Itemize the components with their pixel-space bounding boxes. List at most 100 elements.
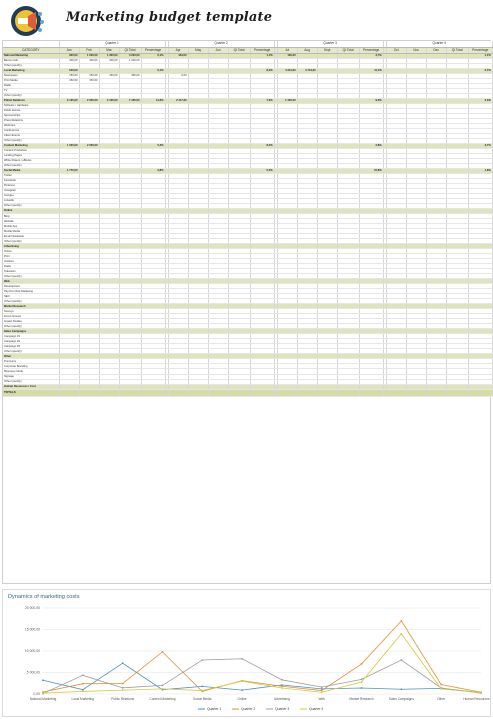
value-cell xyxy=(386,263,407,270)
value-cell xyxy=(406,223,427,230)
value-cell xyxy=(446,293,469,300)
column-spacer xyxy=(274,41,278,48)
value-cell xyxy=(141,313,166,320)
table-row: Other (specify) xyxy=(3,379,493,385)
value-cell: 4 744,00 xyxy=(297,68,318,74)
value-cell xyxy=(426,363,447,370)
value-cell xyxy=(119,188,142,194)
data-point xyxy=(42,692,44,695)
value-cell xyxy=(99,103,120,109)
value-cell xyxy=(468,103,493,109)
value-cell xyxy=(79,238,100,245)
column-spacer xyxy=(165,203,169,209)
column-spacer xyxy=(165,193,169,199)
value-cell xyxy=(468,273,493,280)
value-cell xyxy=(59,238,80,245)
value-cell xyxy=(119,118,142,124)
value-cell xyxy=(446,58,469,64)
value-cell xyxy=(406,283,427,290)
value-cell xyxy=(228,323,251,330)
value-cell xyxy=(426,283,447,290)
value-cell xyxy=(468,88,493,94)
value-cell xyxy=(99,163,120,169)
value-cell xyxy=(337,343,360,350)
value-cell: 2 105,00 xyxy=(99,98,120,104)
value-cell xyxy=(406,203,427,209)
value-cell xyxy=(446,133,469,139)
value-cell xyxy=(297,318,318,325)
value-cell xyxy=(228,123,251,129)
value-cell xyxy=(317,63,338,69)
value-cell xyxy=(406,293,427,300)
value-cell xyxy=(297,88,318,94)
value-cell xyxy=(277,263,298,270)
value-cell xyxy=(228,313,251,320)
value-cell xyxy=(208,158,229,164)
value-cell xyxy=(297,78,318,84)
month-header-row: CATEGORY Jan Feb Mar Qt Total Percentage Apr Ma… xyxy=(3,47,493,54)
value-cell xyxy=(208,333,229,340)
column-spacer xyxy=(383,163,387,169)
value-cell xyxy=(406,133,427,139)
x-tick-label: Public Relations xyxy=(111,697,134,701)
value-cell xyxy=(468,278,493,285)
column-spacer xyxy=(383,138,387,144)
column-spacer xyxy=(274,308,278,315)
value-cell xyxy=(99,178,120,184)
data-point xyxy=(81,690,84,693)
value-cell xyxy=(277,293,298,300)
table-row: Other (specify) xyxy=(3,203,493,209)
value-cell xyxy=(317,113,338,119)
category-cell: Online xyxy=(3,208,60,215)
value-cell xyxy=(406,248,427,255)
value-cell xyxy=(168,258,189,265)
table-row: Public Events xyxy=(3,108,493,114)
value-cell xyxy=(188,273,209,280)
value-cell xyxy=(406,233,427,240)
value-cell xyxy=(141,58,166,64)
value-cell xyxy=(99,123,120,129)
value-cell: 2,8% xyxy=(359,143,384,149)
value-cell xyxy=(386,143,407,149)
value-cell xyxy=(359,113,384,119)
value-cell xyxy=(59,263,80,270)
data-point xyxy=(121,662,124,665)
value-cell xyxy=(386,223,407,230)
value-cell xyxy=(386,108,407,114)
value-cell xyxy=(141,188,166,194)
value-cell xyxy=(141,258,166,265)
value-cell xyxy=(119,208,142,215)
percentage-header: Percentage xyxy=(141,47,166,54)
value-cell xyxy=(168,348,189,355)
data-point xyxy=(281,678,283,681)
value-cell: 400,00 xyxy=(59,58,80,64)
value-cell xyxy=(406,263,427,270)
data-point xyxy=(480,691,482,694)
column-spacer xyxy=(383,243,387,250)
value-cell: 0,00 xyxy=(168,73,189,79)
value-cell xyxy=(386,243,407,250)
value-cell xyxy=(168,389,189,397)
value-cell xyxy=(406,363,427,370)
value-cell xyxy=(337,113,360,119)
value-cell xyxy=(277,153,298,159)
value-cell xyxy=(79,203,100,209)
value-cell xyxy=(337,338,360,345)
column-spacer xyxy=(383,248,387,255)
value-cell xyxy=(277,188,298,194)
value-cell xyxy=(188,374,209,380)
column-spacer xyxy=(383,338,387,345)
value-cell xyxy=(79,389,100,397)
value-cell xyxy=(188,288,209,295)
category-cell: Email Newsletter xyxy=(3,233,60,240)
column-spacer xyxy=(274,47,278,54)
column-spacer xyxy=(274,368,278,375)
value-cell xyxy=(168,333,189,340)
value-cell: 1 200,00 xyxy=(119,58,142,64)
value-cell xyxy=(297,258,318,265)
value-cell xyxy=(250,103,275,109)
value-cell xyxy=(228,58,251,64)
column-spacer xyxy=(383,173,387,179)
column-spacer xyxy=(383,73,387,79)
column-spacer xyxy=(274,83,278,89)
